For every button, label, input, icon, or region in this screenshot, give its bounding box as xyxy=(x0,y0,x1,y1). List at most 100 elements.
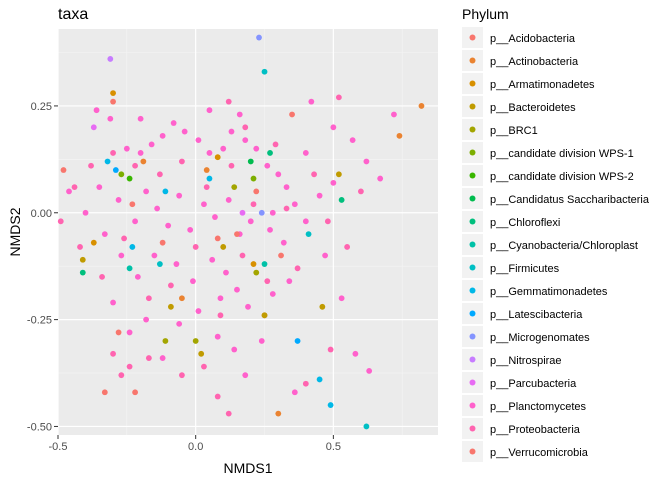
y-tick-label: 0.25 xyxy=(31,101,52,113)
data-point xyxy=(129,201,136,208)
legend-swatch xyxy=(469,356,476,363)
data-point xyxy=(319,303,326,310)
data-point xyxy=(110,90,116,97)
data-point xyxy=(283,205,290,212)
data-point xyxy=(79,269,86,276)
data-point xyxy=(201,363,207,370)
data-point xyxy=(214,154,221,161)
data-point xyxy=(363,158,370,165)
data-point xyxy=(187,226,194,233)
data-point xyxy=(264,278,271,285)
legend-swatch xyxy=(469,425,476,432)
legend-swatch xyxy=(469,34,476,41)
data-point xyxy=(206,150,213,156)
data-point xyxy=(294,338,301,344)
legend-label: p__Gemmatimonadetes xyxy=(490,286,608,298)
data-point xyxy=(129,244,136,250)
data-point xyxy=(231,346,238,353)
data-point xyxy=(278,252,284,259)
data-point xyxy=(275,410,282,417)
data-point xyxy=(256,34,262,41)
data-point xyxy=(418,103,425,109)
data-point xyxy=(289,111,295,118)
data-point xyxy=(118,252,125,259)
legend-swatch xyxy=(469,379,476,386)
data-point xyxy=(261,68,268,75)
data-point xyxy=(93,107,100,114)
legend-swatch xyxy=(469,103,476,110)
legend-label: p__Candidatus Saccharibacteria xyxy=(490,194,650,206)
data-point xyxy=(134,273,141,280)
legend-title: Phylum xyxy=(462,6,509,22)
data-point xyxy=(236,111,243,118)
legend-label: p__candidate division WPS-1 xyxy=(490,148,634,160)
data-point xyxy=(253,145,260,152)
data-point xyxy=(90,239,97,246)
data-point xyxy=(316,192,323,199)
data-point xyxy=(242,372,249,379)
data-point xyxy=(267,150,273,156)
data-point xyxy=(225,410,232,417)
data-point xyxy=(159,355,166,361)
data-point xyxy=(66,188,72,195)
data-point xyxy=(77,244,83,250)
data-point xyxy=(170,120,177,126)
legend-label: p__Planctomycetes xyxy=(490,401,586,413)
legend-swatch xyxy=(469,218,476,225)
data-point xyxy=(214,393,221,400)
y-axis-ticks: -0.50 -0.25 0.00 0.25 xyxy=(27,101,58,433)
data-point xyxy=(101,389,108,396)
data-point xyxy=(283,184,290,191)
data-point xyxy=(338,197,345,203)
data-point xyxy=(308,98,315,105)
data-point xyxy=(162,338,169,344)
data-point xyxy=(206,107,213,114)
legend: p__Acidobacteria p__Actinobacteria p__Arma… xyxy=(462,27,650,462)
x-tick-label: 0.5 xyxy=(326,441,341,453)
data-point xyxy=(195,308,202,314)
data-point xyxy=(327,402,334,408)
legend-label: p__Nitrospirae xyxy=(490,355,562,367)
legend-label: p__Microgenomates xyxy=(490,332,590,344)
data-point xyxy=(107,115,114,122)
data-point xyxy=(239,209,246,216)
data-point xyxy=(110,150,116,156)
legend-swatch xyxy=(469,448,476,455)
data-point xyxy=(217,312,224,319)
data-point xyxy=(190,278,196,285)
legend-label: p__Bacteroidetes xyxy=(490,102,576,114)
legend-label: p__Chloroflexi xyxy=(490,217,560,229)
data-point xyxy=(209,256,216,263)
legend-swatch xyxy=(469,333,476,340)
data-point xyxy=(250,261,257,267)
chart-title: taxa xyxy=(58,6,88,23)
data-point xyxy=(118,372,125,379)
data-point xyxy=(179,295,185,302)
data-point xyxy=(112,167,119,173)
legend-label: p__Cyanobacteria/Chloroplast xyxy=(490,240,638,252)
data-point xyxy=(338,295,345,302)
x-tick-label: 0.0 xyxy=(188,441,203,453)
data-point xyxy=(280,239,287,246)
y-tick-label: 0.00 xyxy=(31,208,52,220)
legend-swatch xyxy=(469,195,476,202)
legend-label: p__Parcubacteria xyxy=(490,378,577,390)
data-point xyxy=(115,329,122,336)
data-point xyxy=(176,192,183,199)
data-point xyxy=(234,231,240,238)
data-point xyxy=(261,261,268,267)
data-point xyxy=(286,278,293,285)
data-point xyxy=(220,145,227,152)
legend-swatch xyxy=(469,57,476,64)
data-point xyxy=(322,252,329,259)
data-point xyxy=(167,303,174,310)
legend-label: p__Armatimonadetes xyxy=(490,79,595,91)
data-point xyxy=(195,137,202,144)
data-point xyxy=(96,184,103,191)
data-point xyxy=(140,158,147,165)
plot-panel xyxy=(58,29,438,435)
legend-label: p__candidate division WPS-2 xyxy=(490,171,634,183)
data-point xyxy=(324,218,331,225)
data-point xyxy=(201,201,207,208)
